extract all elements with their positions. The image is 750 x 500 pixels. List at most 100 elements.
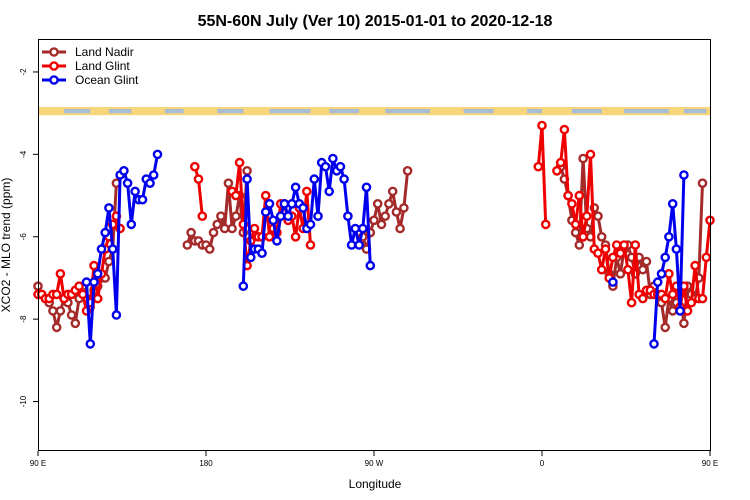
data-point — [701, 252, 712, 263]
data-point — [242, 165, 252, 176]
data-point — [283, 211, 293, 221]
data-point — [690, 260, 700, 271]
data-point — [682, 306, 693, 316]
legend-marker — [49, 47, 59, 57]
data-point — [268, 215, 279, 226]
data-point — [51, 289, 62, 300]
land-strip — [38, 106, 710, 116]
data-point — [570, 219, 581, 230]
data-point — [212, 219, 222, 230]
data-point — [193, 174, 204, 184]
data-point — [290, 182, 301, 193]
data-point — [697, 293, 708, 304]
data-point — [671, 244, 682, 254]
data-point — [51, 322, 62, 333]
data-point — [611, 240, 622, 250]
data-point — [301, 186, 312, 197]
data-point — [287, 198, 297, 209]
data-point — [89, 277, 99, 287]
data-point — [119, 165, 129, 176]
data-point — [137, 194, 148, 205]
data-point — [346, 240, 357, 250]
ocean-strip — [385, 108, 430, 114]
data-point — [85, 339, 96, 349]
data-point — [652, 277, 663, 287]
data-point — [92, 268, 103, 279]
legend-marker — [49, 61, 59, 71]
data-point — [585, 149, 596, 160]
x-tick-label: 0 — [540, 459, 545, 468]
data-point — [242, 174, 252, 184]
data-point — [537, 120, 547, 131]
y-tick-label: -4 — [19, 150, 28, 158]
data-point — [223, 178, 234, 188]
x-tick-label: 180 — [199, 459, 213, 468]
data-point — [197, 211, 208, 221]
data-point — [238, 281, 249, 292]
data-point — [350, 223, 361, 234]
data-point — [208, 227, 219, 238]
data-point — [369, 215, 379, 226]
data-point — [630, 240, 641, 250]
data-point — [667, 198, 678, 209]
data-point — [574, 190, 585, 201]
x-tick-label: 90 E — [30, 459, 46, 468]
data-point — [402, 165, 413, 176]
data-point — [219, 223, 230, 234]
data-point — [130, 186, 140, 197]
series-land-glint — [33, 120, 715, 316]
data-point — [387, 186, 398, 197]
data-point — [279, 198, 290, 209]
data-point — [231, 211, 241, 221]
ocean-strip — [683, 108, 707, 114]
data-point — [540, 219, 551, 230]
data-point — [111, 310, 122, 320]
ocean-strip — [269, 108, 311, 114]
data-point — [70, 318, 81, 329]
data-point — [92, 293, 103, 304]
data-point — [600, 244, 611, 254]
series-ocean-glint — [81, 149, 689, 349]
data-point — [227, 223, 237, 234]
legend-marker — [49, 75, 59, 85]
data-point — [357, 223, 368, 234]
ocean-strip — [527, 108, 542, 114]
ocean-strip — [571, 108, 602, 114]
data-point — [343, 211, 353, 221]
data-point — [596, 264, 607, 275]
data-point — [593, 211, 603, 221]
data-point — [641, 256, 652, 267]
data-point — [361, 182, 372, 193]
data-point — [623, 264, 633, 275]
ocean-strip — [463, 108, 494, 114]
data-point — [152, 149, 163, 160]
data-point — [96, 244, 107, 254]
data-point — [582, 211, 592, 221]
ocean-strip — [108, 108, 132, 114]
data-point — [74, 281, 84, 292]
land-sea-band — [38, 106, 710, 116]
y-tick-label: -2 — [19, 68, 28, 76]
data-point — [55, 306, 66, 316]
data-point — [664, 231, 674, 242]
data-point — [615, 248, 626, 258]
x-axis-label: Longitude — [349, 477, 402, 491]
data-point — [328, 153, 338, 164]
data-point — [376, 219, 387, 230]
data-point — [260, 207, 271, 217]
data-point — [354, 240, 364, 250]
data-point — [559, 124, 570, 135]
series-layer — [33, 120, 715, 349]
data-point — [81, 277, 92, 287]
data-point — [638, 293, 648, 304]
data-point — [664, 268, 674, 279]
y-tick-label: -10 — [19, 395, 28, 407]
data-point — [391, 207, 402, 217]
data-point — [186, 227, 196, 238]
data-point — [264, 198, 275, 209]
data-point — [399, 203, 409, 213]
data-point — [309, 174, 320, 184]
data-point — [275, 211, 286, 221]
